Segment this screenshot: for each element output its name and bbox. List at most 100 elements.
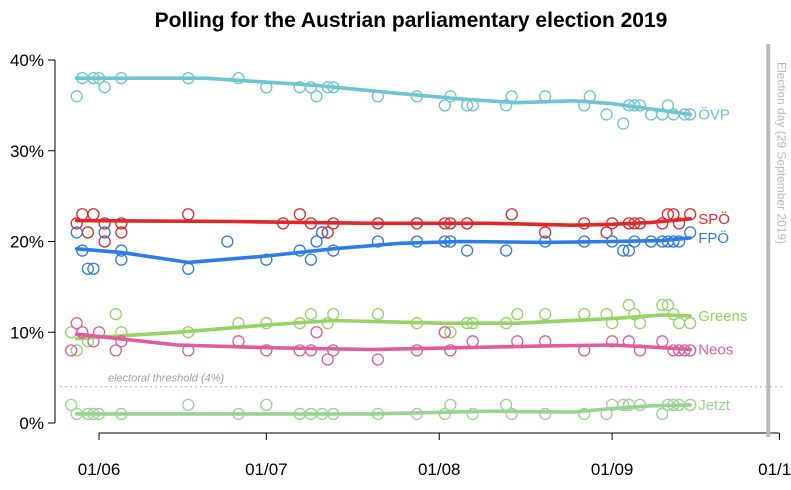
data-point <box>260 398 273 412</box>
data-point <box>87 208 100 221</box>
data-point <box>444 326 457 339</box>
trend-line <box>74 332 692 352</box>
series-1: ÖVP <box>70 72 730 130</box>
x-tick-label: 01/09 <box>591 460 634 479</box>
data-point <box>109 344 122 357</box>
data-point <box>76 326 89 339</box>
data-point <box>81 262 95 275</box>
data-point <box>466 335 479 348</box>
data-point <box>505 90 518 103</box>
data-point <box>633 317 647 330</box>
x-tick-label: 01/06 <box>78 460 121 479</box>
data-point <box>321 317 334 330</box>
data-point <box>182 262 195 275</box>
series-label: Greens <box>698 308 747 325</box>
data-point <box>76 208 89 221</box>
data-point <box>656 407 669 421</box>
data-point <box>466 407 479 421</box>
data-point <box>656 298 669 312</box>
x-tick-label: 01/10 <box>758 460 791 479</box>
data-point <box>371 353 385 366</box>
y-tick-label: 10% <box>10 323 44 342</box>
series-label: Jetzt <box>698 397 731 414</box>
data-point <box>182 398 195 412</box>
series-6: Jetzt <box>65 397 731 421</box>
data-point <box>310 326 323 339</box>
series-label: ÖVP <box>698 105 730 123</box>
data-point <box>371 307 385 321</box>
series-2: SPÖ <box>70 208 730 248</box>
series-5: Neos <box>65 317 733 366</box>
data-point <box>321 353 334 366</box>
data-point <box>539 226 552 239</box>
data-point <box>500 99 513 112</box>
series-label: SPÖ <box>698 210 730 228</box>
chart-title: Polling for the Austrian parliamentary e… <box>155 9 668 32</box>
series-label: Neos <box>698 341 733 358</box>
trend-line <box>74 217 692 227</box>
data-point <box>505 407 518 421</box>
data-point <box>293 208 306 221</box>
y-tick-label: 40% <box>10 51 44 70</box>
data-point <box>578 307 591 321</box>
data-point <box>115 226 128 239</box>
data-point <box>70 90 83 103</box>
data-point <box>622 298 635 312</box>
data-point <box>672 217 686 230</box>
data-point <box>444 398 457 412</box>
data-point <box>578 407 591 421</box>
series-3: FPÖ <box>70 226 729 275</box>
y-axis: 0% 10% 20% 30% 40% <box>10 51 56 433</box>
data-point <box>310 235 323 248</box>
data-point <box>617 244 630 257</box>
data-point <box>260 344 273 357</box>
plot-area: 0% 10% 20% 30% 40% 01/06 01/07 01/08 01/09 01/10 e… <box>10 44 791 479</box>
data-point <box>505 208 518 221</box>
series-label: FPÖ <box>698 229 729 247</box>
y-tick-label: 30% <box>10 142 44 161</box>
data-point <box>304 307 318 321</box>
data-point <box>600 226 613 239</box>
trend-line <box>74 313 692 341</box>
data-point <box>622 244 635 257</box>
data-point <box>605 335 619 348</box>
election-day-label: Election day (29 September 2019) <box>774 62 788 244</box>
x-axis: 01/06 01/07 01/08 01/09 01/10 <box>78 432 791 479</box>
data-point <box>661 298 675 312</box>
data-point <box>438 326 451 339</box>
data-point <box>539 407 552 421</box>
x-tick-label: 01/07 <box>245 460 288 479</box>
data-point <box>539 307 552 321</box>
trend-line <box>74 403 692 416</box>
data-point <box>115 217 128 230</box>
threshold-label: electoral threshold (4%) <box>108 373 225 385</box>
data-point <box>70 344 83 357</box>
data-point <box>70 317 83 330</box>
data-point <box>182 208 195 221</box>
data-point <box>98 81 111 94</box>
data-point <box>87 262 100 275</box>
data-point <box>684 317 697 330</box>
data-point <box>65 344 78 357</box>
data-point <box>371 235 385 248</box>
data-point <box>304 81 318 94</box>
data-point <box>656 335 669 348</box>
data-point <box>438 99 451 112</box>
data-point <box>327 307 340 321</box>
data-point <box>98 235 111 248</box>
data-point <box>511 307 524 321</box>
data-point <box>315 226 329 239</box>
y-tick-label: 20% <box>10 233 44 252</box>
data-point <box>109 307 122 321</box>
data-point <box>617 398 630 412</box>
data-point <box>98 226 111 239</box>
data-point <box>304 253 318 266</box>
data-point <box>460 244 474 257</box>
data-point <box>310 90 323 103</box>
data-point <box>260 253 273 266</box>
data-point <box>304 344 318 357</box>
data-point <box>500 244 513 257</box>
data-point <box>321 226 334 239</box>
data-point <box>444 344 457 357</box>
data-point <box>672 235 686 248</box>
